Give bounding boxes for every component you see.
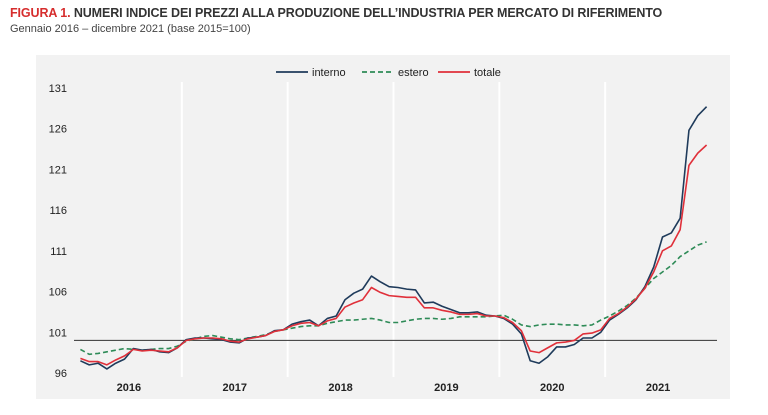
x-year-label-2016: 2016 — [117, 382, 141, 394]
x-year-label-2018: 2018 — [328, 382, 352, 394]
y-tick-label-121: 121 — [49, 164, 67, 176]
x-year-label-2019: 2019 — [434, 382, 458, 394]
line-chart: 96 101 106 111 116 121 126 131 2016 2017 2018 2019 2… — [49, 67, 717, 394]
x-year-label-2017: 2017 — [223, 382, 247, 394]
y-tick-label-106: 106 — [49, 287, 67, 299]
figure-title: FIGURA 1. NUMERI INDICE DEI PREZZI ALLA … — [10, 6, 662, 20]
legend-label-estero: estero — [398, 67, 429, 79]
figure-title-text: NUMERI INDICE DEI PREZZI ALLA PRODUZIONE… — [73, 6, 663, 20]
chart-panel: 96 101 106 111 116 121 126 131 2016 2017 2018 2019 2… — [36, 55, 730, 399]
figure-title-prefix: FIGURA 1. — [10, 6, 71, 20]
y-tick-label-116: 116 — [49, 205, 67, 217]
series-line-totale — [80, 144, 708, 366]
y-tick-label-96: 96 — [55, 368, 67, 380]
y-tick-label-126: 126 — [49, 124, 67, 136]
legend-label-totale: totale — [474, 67, 501, 79]
y-tick-label-101: 101 — [49, 327, 67, 339]
figure-subtitle: Gennaio 2016 – dicembre 2021 (base 2015=… — [10, 23, 251, 35]
legend-label-interno: interno — [312, 67, 346, 79]
x-year-label-2020: 2020 — [540, 382, 564, 394]
x-year-label-2021: 2021 — [646, 382, 670, 394]
y-tick-label-131: 131 — [49, 83, 67, 95]
y-tick-label-111: 111 — [50, 246, 67, 258]
